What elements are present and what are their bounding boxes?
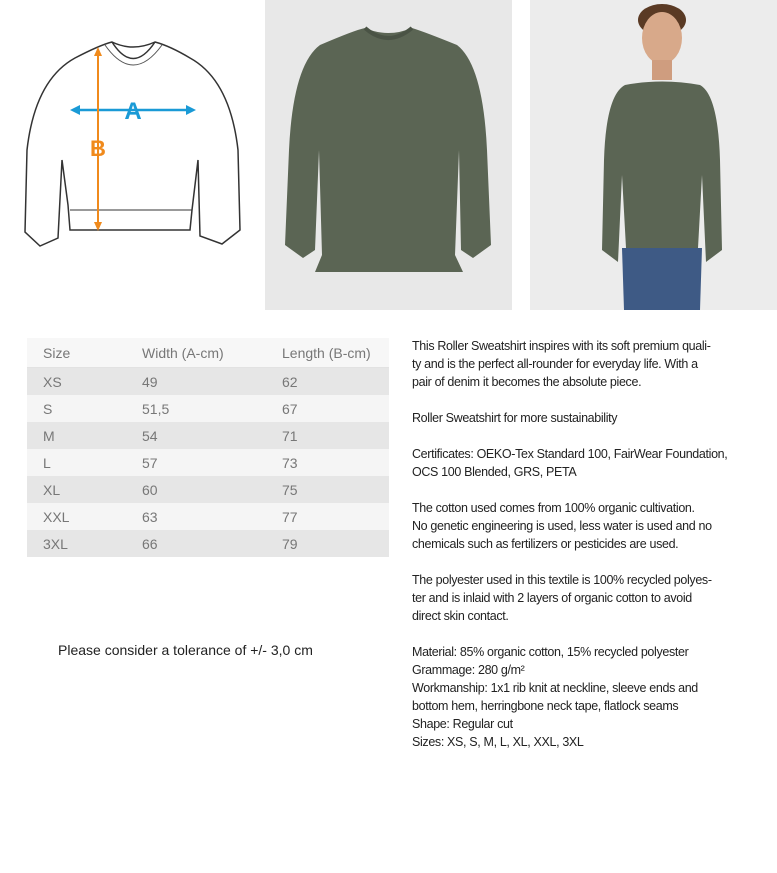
description-line: Workmanship: 1x1 rib knit at neckline, s… bbox=[412, 681, 698, 695]
label-b: B bbox=[90, 136, 106, 161]
cell-length: 79 bbox=[282, 535, 298, 552]
description-line: This Roller Sweatshirt inspires with its… bbox=[412, 339, 711, 353]
cell-width: 63 bbox=[142, 508, 158, 525]
cell-length: 75 bbox=[282, 481, 298, 498]
product-description: This Roller Sweatshirt inspires with its… bbox=[412, 337, 728, 751]
product-image bbox=[265, 0, 512, 310]
description-line: The cotton used comes from 100% organic … bbox=[412, 501, 695, 515]
header-size: Size bbox=[43, 344, 71, 361]
model-image bbox=[530, 0, 777, 310]
cell-length: 71 bbox=[282, 427, 298, 444]
description-line: Roller Sweatshirt for more sustainabilit… bbox=[412, 411, 618, 425]
description-line: No genetic engineering is used, less wat… bbox=[412, 519, 712, 533]
description-line bbox=[412, 481, 727, 499]
tolerance-note: Please consider a tolerance of +/- 3,0 c… bbox=[58, 642, 313, 658]
cell-width: 54 bbox=[142, 427, 158, 444]
description-line: Certificates: OEKO-Tex Standard 100, Fai… bbox=[412, 447, 728, 461]
description-line: ter and is inlaid with 2 layers of organ… bbox=[412, 591, 692, 605]
cell-size: 3XL bbox=[43, 535, 68, 552]
description-line: bottom hem, herringbone neck tape, flatl… bbox=[412, 699, 679, 713]
cell-length: 73 bbox=[282, 454, 298, 471]
size-table: Size Width (A-cm) Length (B-cm) XS 49 62 S 5… bbox=[27, 338, 389, 557]
description-line: Grammage: 280 g/m² bbox=[412, 663, 525, 677]
description-line bbox=[412, 427, 727, 445]
label-a: A bbox=[124, 98, 141, 125]
cell-size: XXL bbox=[43, 508, 70, 525]
description-line bbox=[412, 553, 727, 571]
cell-size: L bbox=[43, 454, 51, 471]
cell-length: 62 bbox=[282, 373, 298, 390]
description-line: ty and is the perfect all-rounder for ev… bbox=[412, 357, 698, 371]
cell-length: 77 bbox=[282, 508, 298, 525]
cell-width: 51,5 bbox=[142, 400, 170, 417]
description-line: The polyester used in this textile is 10… bbox=[412, 573, 712, 587]
table-header: Size Width (A-cm) Length (B-cm) bbox=[27, 338, 389, 368]
cell-length: 67 bbox=[282, 400, 298, 417]
description-line: Material: 85% organic cotton, 15% recycl… bbox=[412, 645, 689, 659]
table-row: XS 49 62 bbox=[27, 368, 389, 395]
description-line: Shape: Regular cut bbox=[412, 717, 513, 731]
description-line bbox=[412, 391, 727, 409]
size-diagram: A B bbox=[0, 0, 260, 310]
table-row: M 54 71 bbox=[27, 422, 389, 449]
cell-size: M bbox=[43, 427, 55, 444]
description-line: chemicals such as fertilizers or pestici… bbox=[412, 537, 679, 551]
description-line: Sizes: XS, S, M, L, XL, XXL, 3XL bbox=[412, 735, 584, 749]
description-line: direct skin contact. bbox=[412, 609, 509, 623]
description-line: pair of denim it becomes the absolute pi… bbox=[412, 375, 642, 389]
cell-size: XS bbox=[43, 373, 62, 390]
table-row: XL 60 75 bbox=[27, 476, 389, 503]
cell-width: 49 bbox=[142, 373, 158, 390]
cell-size: XL bbox=[43, 481, 61, 498]
cell-size: S bbox=[43, 400, 53, 417]
header-length: Length (B-cm) bbox=[282, 344, 371, 361]
header-width: Width (A-cm) bbox=[142, 344, 224, 361]
table-row: S 51,5 67 bbox=[27, 395, 389, 422]
table-row: XXL 63 77 bbox=[27, 503, 389, 530]
description-line: OCS 100 Blended, GRS, PETA bbox=[412, 465, 577, 479]
cell-width: 57 bbox=[142, 454, 158, 471]
table-row: 3XL 66 79 bbox=[27, 530, 389, 557]
cell-width: 66 bbox=[142, 535, 158, 552]
cell-width: 60 bbox=[142, 481, 158, 498]
description-line bbox=[412, 625, 727, 643]
table-row: L 57 73 bbox=[27, 449, 389, 476]
